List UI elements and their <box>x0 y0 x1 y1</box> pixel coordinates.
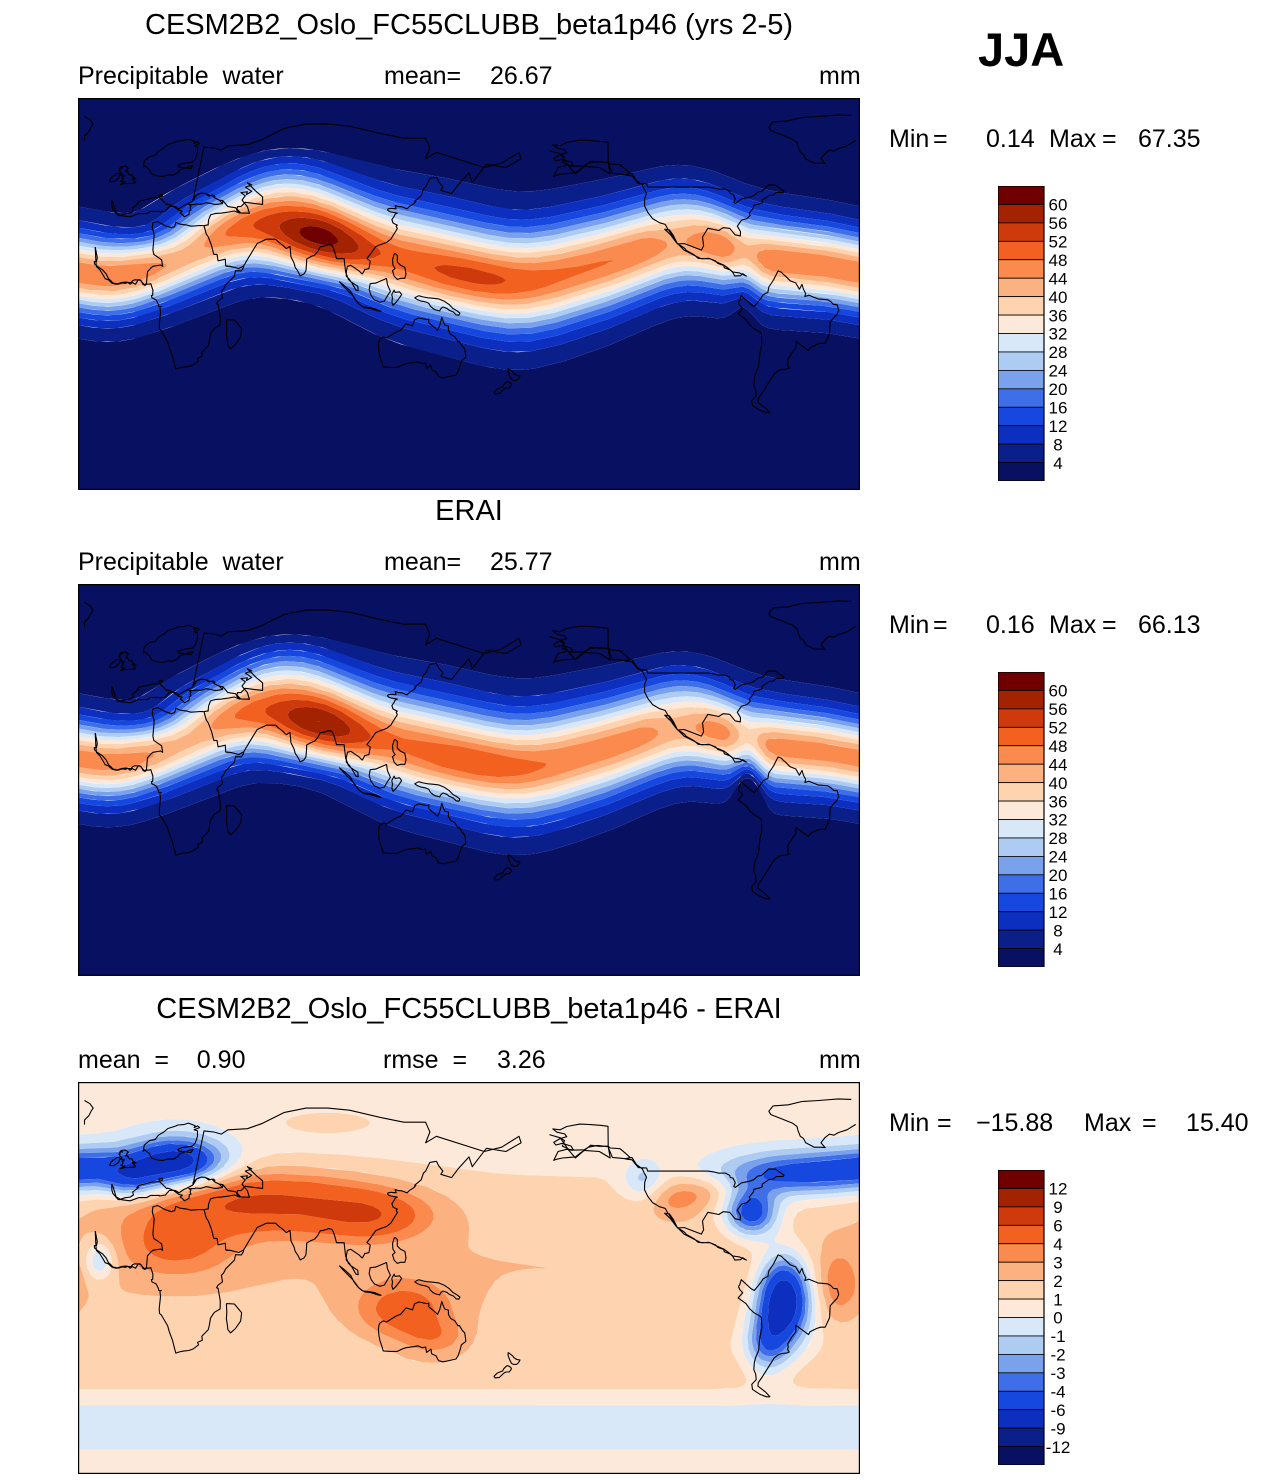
svg-text:24: 24 <box>1049 362 1068 381</box>
svg-text:-6: -6 <box>1050 1401 1065 1420</box>
svg-text:40: 40 <box>1049 774 1068 793</box>
svg-text:4: 4 <box>1053 454 1062 473</box>
svg-text:52: 52 <box>1049 233 1068 252</box>
svg-text:4: 4 <box>1053 1235 1062 1254</box>
svg-text:20: 20 <box>1049 380 1068 399</box>
svg-text:-1: -1 <box>1050 1327 1065 1346</box>
svg-text:3: 3 <box>1053 1253 1062 1272</box>
svg-text:8: 8 <box>1053 435 1062 454</box>
svg-text:36: 36 <box>1049 792 1068 811</box>
svg-text:-3: -3 <box>1050 1364 1065 1383</box>
svg-text:32: 32 <box>1049 325 1068 344</box>
svg-text:44: 44 <box>1049 755 1068 774</box>
svg-text:2: 2 <box>1053 1272 1062 1291</box>
svg-text:32: 32 <box>1049 811 1068 830</box>
svg-text:8: 8 <box>1053 921 1062 940</box>
svg-text:24: 24 <box>1049 848 1068 867</box>
svg-text:28: 28 <box>1049 343 1068 362</box>
svg-text:56: 56 <box>1049 700 1068 719</box>
svg-text:40: 40 <box>1049 288 1068 307</box>
svg-text:36: 36 <box>1049 306 1068 325</box>
svg-text:-12: -12 <box>1046 1438 1071 1457</box>
svg-text:12: 12 <box>1049 417 1068 436</box>
svg-text:20: 20 <box>1049 866 1068 885</box>
svg-text:-4: -4 <box>1050 1383 1065 1402</box>
svg-text:60: 60 <box>1049 196 1068 215</box>
svg-text:28: 28 <box>1049 829 1068 848</box>
svg-text:-2: -2 <box>1050 1346 1065 1365</box>
svg-text:48: 48 <box>1049 251 1068 270</box>
svg-text:6: 6 <box>1053 1217 1062 1236</box>
svg-text:9: 9 <box>1053 1198 1062 1217</box>
svg-text:4: 4 <box>1053 940 1062 959</box>
svg-text:1: 1 <box>1053 1290 1062 1309</box>
svg-text:44: 44 <box>1049 269 1068 288</box>
svg-text:12: 12 <box>1049 1180 1068 1199</box>
svg-text:-9: -9 <box>1050 1419 1065 1438</box>
svg-text:52: 52 <box>1049 719 1068 738</box>
svg-text:56: 56 <box>1049 214 1068 233</box>
svg-text:12: 12 <box>1049 903 1068 922</box>
svg-text:48: 48 <box>1049 737 1068 756</box>
svg-text:60: 60 <box>1049 682 1068 701</box>
svg-text:16: 16 <box>1049 399 1068 418</box>
svg-text:0: 0 <box>1053 1309 1062 1328</box>
svg-text:16: 16 <box>1049 885 1068 904</box>
